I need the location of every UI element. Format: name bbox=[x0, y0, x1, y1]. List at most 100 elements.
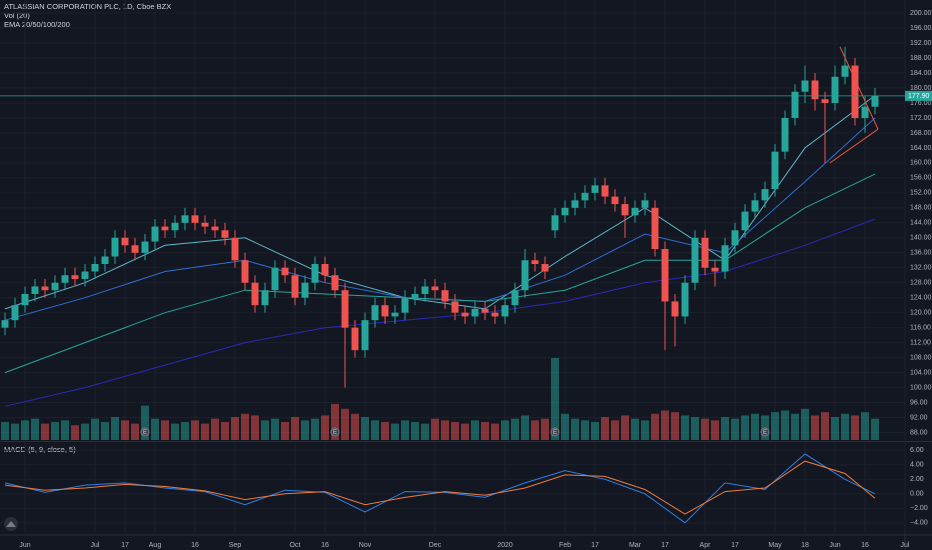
y-tick-label: 104.00 bbox=[910, 369, 932, 376]
volume-bar bbox=[441, 420, 449, 440]
candle-body bbox=[331, 275, 339, 291]
volume-bar bbox=[31, 418, 39, 440]
candle-body bbox=[121, 237, 129, 246]
volume-bar bbox=[711, 420, 719, 440]
candle-body bbox=[491, 312, 499, 317]
volume-bar bbox=[541, 418, 549, 440]
x-tick-label: Oct bbox=[290, 542, 301, 549]
y-tick-label: 192.00 bbox=[910, 40, 932, 47]
volume-bar bbox=[71, 425, 79, 440]
candle-body bbox=[781, 117, 789, 152]
candle-body bbox=[191, 215, 199, 223]
candle-layer bbox=[1, 46, 879, 388]
candle-body bbox=[291, 275, 299, 298]
volume-bar bbox=[51, 421, 59, 440]
candle-body bbox=[791, 91, 799, 118]
y-tick-label: 164.00 bbox=[910, 145, 932, 152]
candle-body bbox=[21, 293, 29, 306]
candle-body bbox=[761, 189, 769, 201]
candle-body bbox=[351, 327, 359, 351]
macd-tick-label: −2.00 bbox=[910, 505, 928, 512]
y-tick-label: 120.00 bbox=[910, 310, 932, 317]
volume-bar bbox=[111, 417, 119, 440]
candle-body bbox=[111, 237, 119, 257]
x-tick-label: Sep bbox=[229, 542, 242, 549]
volume-bar bbox=[471, 420, 479, 440]
candle-body bbox=[281, 267, 289, 276]
candle-body bbox=[411, 293, 419, 298]
y-tick-label: 156.00 bbox=[910, 175, 932, 182]
volume-bar bbox=[481, 421, 489, 440]
candle-body bbox=[311, 264, 319, 283]
candle-body bbox=[461, 312, 469, 317]
volume-bar bbox=[631, 418, 639, 440]
volume-bar bbox=[331, 403, 339, 440]
volume-bar bbox=[411, 421, 419, 440]
y-tick-label: 108.00 bbox=[910, 354, 932, 361]
candle-body bbox=[201, 222, 209, 227]
y-tick-label: 172.00 bbox=[910, 115, 932, 122]
candle-body bbox=[651, 207, 659, 250]
volume-bar bbox=[21, 420, 29, 440]
volume-bar bbox=[391, 423, 399, 440]
candle-body bbox=[671, 301, 679, 317]
candle-body bbox=[301, 282, 309, 298]
x-tick-label: Feb bbox=[559, 542, 571, 549]
volume-bar bbox=[771, 412, 779, 440]
candle-body bbox=[561, 207, 569, 216]
volume-label: Vol (20) bbox=[4, 11, 30, 20]
volume-bar bbox=[851, 415, 859, 440]
macd-tick-label: −4.00 bbox=[910, 520, 928, 527]
candle-body bbox=[151, 226, 159, 242]
candle-body bbox=[221, 230, 229, 238]
volume-bar bbox=[171, 423, 179, 440]
volume-bar bbox=[261, 420, 269, 440]
macd-tick-label: 0.00 bbox=[910, 491, 924, 498]
x-tick-label: Jun bbox=[19, 542, 30, 549]
candle-body bbox=[691, 237, 699, 283]
volume-bar bbox=[861, 412, 869, 440]
volume-bar bbox=[511, 418, 519, 440]
volume-bar bbox=[351, 413, 359, 440]
chart-title: ATLASSIAN CORPORATION PLC, 1D, Cboe BZX bbox=[4, 2, 171, 11]
candle-body bbox=[341, 290, 349, 328]
candle-body bbox=[371, 305, 379, 321]
volume-bar bbox=[691, 417, 699, 440]
y-tick-label: 124.00 bbox=[910, 295, 932, 302]
volume-bar bbox=[181, 421, 189, 440]
candle-body bbox=[161, 226, 169, 231]
y-tick-label: 152.00 bbox=[910, 190, 932, 197]
volume-bar bbox=[701, 418, 709, 440]
x-tick-label: Nov bbox=[359, 542, 372, 549]
trendline bbox=[829, 128, 879, 164]
candle-body bbox=[591, 185, 599, 193]
x-tick-label: Jul bbox=[91, 542, 100, 549]
candle-body bbox=[381, 305, 389, 317]
earnings-marker bbox=[760, 427, 770, 437]
macd-label: MACD (5, 9, close, 5) bbox=[4, 445, 76, 454]
candle-body bbox=[71, 275, 79, 279]
volume-bar bbox=[581, 420, 589, 440]
volume-bar bbox=[591, 421, 599, 440]
volume-bar bbox=[381, 421, 389, 440]
macd-line bbox=[4, 460, 876, 515]
candle-body bbox=[441, 290, 449, 302]
volume-bar bbox=[301, 420, 309, 440]
candle-body bbox=[581, 192, 589, 201]
volume-bar bbox=[211, 418, 219, 440]
y-tick-label: 176.00 bbox=[910, 100, 932, 107]
x-tick-label: 17 bbox=[661, 542, 669, 549]
volume-bar bbox=[661, 410, 669, 440]
volume-bar bbox=[91, 418, 99, 440]
trendline bbox=[839, 46, 879, 130]
y-tick-label: 180.00 bbox=[910, 85, 932, 92]
ema-line bbox=[4, 95, 876, 310]
candle-body bbox=[361, 320, 369, 351]
candle-body bbox=[401, 297, 409, 313]
volume-bar bbox=[561, 413, 569, 440]
earnings-label: E bbox=[763, 430, 767, 436]
volume-bar bbox=[41, 423, 49, 440]
